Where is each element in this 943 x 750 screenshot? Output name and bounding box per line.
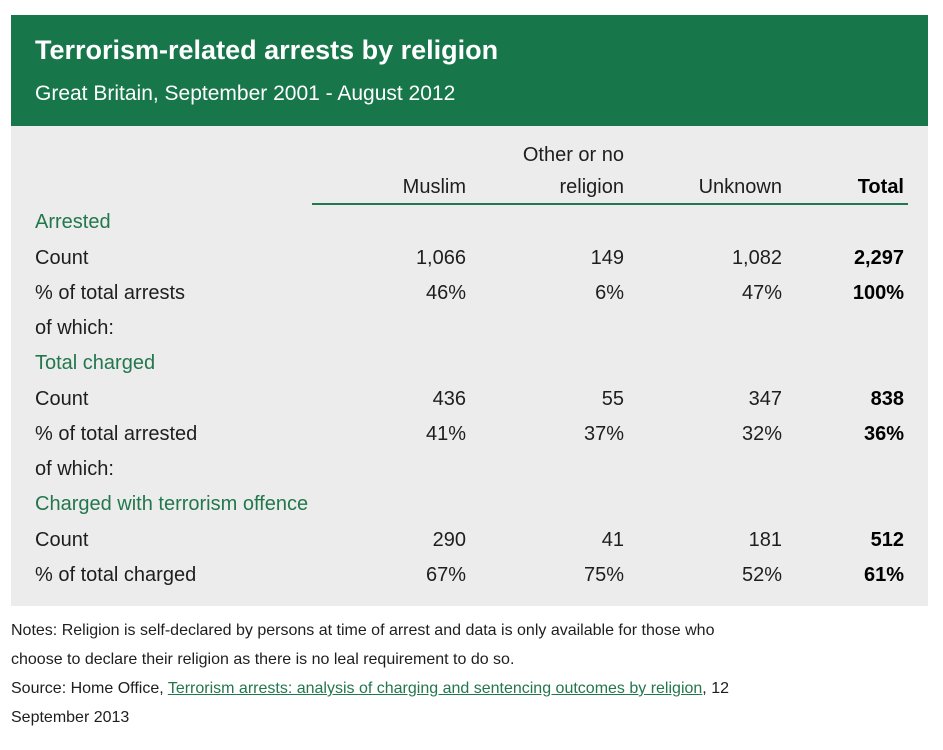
col-header-other-line2: religion — [559, 176, 624, 198]
source-suffix: , 12 — [702, 680, 729, 697]
cell-arrested-pct-unknown: 47% — [741, 282, 782, 304]
cell-terrorism-pct-total: 61% — [863, 564, 904, 586]
cell-terrorism-count-other: 41 — [601, 529, 624, 551]
cell-arrested-pct-muslim: 46% — [425, 282, 466, 304]
cell-charged-count-muslim: 436 — [432, 388, 466, 410]
cell-terrorism-count-unknown: 181 — [748, 529, 782, 551]
cell-arrested-count-other: 149 — [590, 247, 624, 269]
cell-charged-count-other: 55 — [601, 388, 624, 410]
cell-arrested-count-muslim: 1,066 — [415, 247, 466, 269]
row-label-arrested-pct: % of total arrests — [35, 282, 186, 304]
cell-terrorism-pct-other: 75% — [583, 564, 624, 586]
row-label-of-which-1: of which: — [35, 317, 114, 339]
section-heading-terrorism: Charged with terrorism offence — [35, 493, 309, 515]
cell-charged-pct-unknown: 32% — [741, 423, 782, 445]
cell-charged-pct-other: 37% — [583, 423, 624, 445]
cell-arrested-pct-other: 6% — [595, 282, 624, 304]
cell-charged-count-unknown: 347 — [748, 388, 782, 410]
header-banner: Terrorism-related arrests by religion Gr… — [11, 15, 928, 126]
col-header-unknown: Unknown — [698, 176, 782, 198]
cell-charged-pct-total: 36% — [863, 423, 904, 445]
source-link[interactable]: Terrorism arrests: analysis of charging … — [167, 680, 703, 697]
cell-terrorism-pct-muslim: 67% — [425, 564, 466, 586]
row-label-arrested-count: Count — [35, 247, 89, 269]
section-heading-charged: Total charged — [35, 352, 156, 374]
cell-arrested-count-unknown: 1,082 — [731, 247, 782, 269]
cell-arrested-pct-total: 100% — [852, 282, 904, 304]
row-label-terrorism-count: Count — [35, 529, 89, 551]
row-label-terrorism-pct: % of total charged — [35, 564, 197, 586]
cell-arrested-count-total: 2,297 — [853, 247, 904, 269]
cell-terrorism-pct-unknown: 52% — [741, 564, 782, 586]
row-label-of-which-2: of which: — [35, 458, 114, 480]
chart-subtitle: Great Britain, September 2001 - August 2… — [35, 82, 456, 105]
notes-line-2: choose to declare their religion as ther… — [11, 651, 515, 668]
source-prefix: Source: Home Office, — [11, 680, 168, 697]
section-heading-arrested: Arrested — [35, 211, 111, 233]
cell-charged-count-total: 838 — [870, 388, 904, 410]
chart-title: Terrorism-related arrests by religion — [35, 35, 499, 65]
cell-terrorism-count-total: 512 — [870, 529, 904, 551]
row-label-charged-count: Count — [35, 388, 89, 410]
source-line: Source: Home Office, Terrorism arrests: … — [11, 680, 729, 698]
col-header-total: Total — [857, 176, 904, 198]
col-header-other-line1: Other or no — [522, 144, 624, 166]
cell-terrorism-count-muslim: 290 — [432, 529, 466, 551]
notes-line-1: Notes: Religion is self-declared by pers… — [11, 622, 715, 639]
cell-charged-pct-muslim: 41% — [425, 423, 466, 445]
notes-line-4: September 2013 — [11, 709, 130, 726]
header-rule — [312, 203, 908, 205]
row-label-charged-pct: % of total arrested — [35, 423, 198, 445]
col-header-muslim: Muslim — [402, 176, 466, 198]
